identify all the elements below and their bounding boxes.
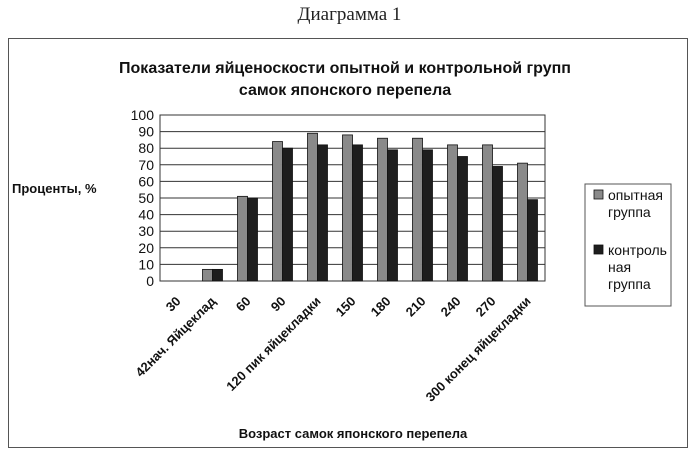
y-tick-label: 30 xyxy=(138,223,154,239)
legend-label-2: контроль xyxy=(608,242,667,258)
x-axis-label: Возраст самок японского перепела xyxy=(239,426,468,441)
y-tick-label: 50 xyxy=(138,190,154,206)
bar-series-1-8 xyxy=(448,145,458,281)
legend-swatch-2 xyxy=(594,245,603,254)
x-tick-label: 210 xyxy=(403,294,429,320)
x-tick-label: 60 xyxy=(233,294,254,315)
legend-label-1: группа xyxy=(608,204,651,220)
chart-title-line-1: Показатели яйценоскости опытной и контро… xyxy=(119,60,571,77)
bar-series-2-10 xyxy=(528,200,538,281)
x-tick-label: 150 xyxy=(333,294,359,320)
bar-series-1-7 xyxy=(413,138,423,281)
x-tick-label: 270 xyxy=(473,294,499,320)
x-tick-label: 90 xyxy=(268,294,289,315)
bar-series-1-10 xyxy=(518,163,528,281)
x-tick-label: 240 xyxy=(438,294,464,320)
y-tick-label: 20 xyxy=(138,240,154,256)
legend-label-2: группа xyxy=(608,276,651,292)
bar-series-1-5 xyxy=(343,135,353,281)
y-tick-label: 100 xyxy=(131,107,155,123)
bar-series-1-4 xyxy=(308,133,318,281)
bar-series-2-5 xyxy=(353,145,363,281)
legend-label-2: ная xyxy=(608,259,631,275)
bar-series-2-6 xyxy=(388,150,398,281)
chart-title-line-2: самок японского перепела xyxy=(239,82,451,99)
y-tick-label: 40 xyxy=(138,207,154,223)
x-tick-label: 30 xyxy=(163,294,184,315)
y-tick-labels: 0102030405060708090100 xyxy=(131,107,155,289)
bar-series-2-1 xyxy=(213,269,223,281)
x-tick-label: 180 xyxy=(368,294,394,320)
y-tick-label: 10 xyxy=(138,256,154,272)
legend-label-1: опытная xyxy=(608,187,663,203)
bar-series-2-7 xyxy=(423,150,433,281)
y-tick-label: 60 xyxy=(138,173,154,189)
bar-series-1-9 xyxy=(483,145,493,281)
y-tick-label: 90 xyxy=(138,124,154,140)
y-tick-label: 70 xyxy=(138,157,154,173)
y-tick-label: 80 xyxy=(138,140,154,156)
bar-series-2-8 xyxy=(458,157,468,282)
y-axis-label: Проценты, % xyxy=(12,181,97,196)
legend: опытнаягруппаконтрольнаягруппа xyxy=(585,184,671,306)
bar-series-1-1 xyxy=(203,269,213,281)
bar-series-2-9 xyxy=(493,166,503,281)
bar-series-1-2 xyxy=(238,196,248,281)
bar-series-1-6 xyxy=(378,138,388,281)
y-tick-label: 0 xyxy=(146,273,154,289)
bar-series-1-3 xyxy=(273,142,283,281)
bar-series-2-3 xyxy=(283,148,293,281)
x-tick-labels: 3042нач. Яйцеклад6090120 пик яйцекладки1… xyxy=(132,293,533,405)
bar-series-2-4 xyxy=(318,145,328,281)
bar-series-2-2 xyxy=(248,198,258,281)
legend-swatch-1 xyxy=(594,190,603,199)
bars xyxy=(203,133,538,281)
